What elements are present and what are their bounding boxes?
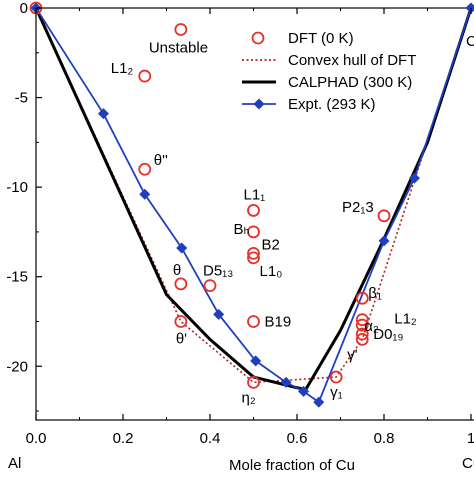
x-tick-label: 0.6 — [287, 430, 308, 447]
y-tick-label: -10 — [6, 179, 28, 196]
phase-label: Bₕ — [234, 221, 250, 238]
phase-label: θ'' — [154, 152, 168, 169]
x-left-end-label: Al — [8, 455, 21, 472]
x-tick-label: 1 — [467, 430, 474, 447]
legend-label: Expt. (293 K) — [288, 96, 376, 113]
legend-label: CALPHAD (300 K) — [288, 74, 412, 91]
y-tick-label: -15 — [6, 269, 28, 286]
dft-marker — [205, 280, 216, 291]
dft-marker — [175, 316, 186, 327]
legend-marker-expt-diamond — [254, 99, 265, 110]
expt-marker — [466, 3, 474, 14]
dft-marker — [248, 316, 259, 327]
expt-marker — [313, 397, 324, 408]
dft-marker — [139, 164, 150, 175]
legend-marker-dft — [253, 33, 264, 44]
y-tick-label: 0 — [20, 0, 28, 17]
phase-label: γ' — [347, 346, 358, 363]
phase-label: L1₂ — [111, 60, 134, 77]
phase-label: η₂ — [242, 389, 256, 406]
phase-label: D0₁₉ — [373, 326, 403, 343]
expt-marker — [139, 189, 150, 200]
dft-marker — [248, 205, 259, 216]
expt-marker — [176, 243, 187, 254]
right-edge-label: C — [466, 33, 474, 50]
dft-marker — [248, 226, 259, 237]
phase-label: P2₁3 — [342, 199, 374, 216]
phase-label: θ' — [176, 330, 187, 347]
legend: DFT (0 K) Convex hull of DFT CALPHAD (300 … — [242, 30, 416, 113]
expt-marker — [98, 108, 109, 119]
x-axis-label: Mole fraction of Cu — [229, 457, 355, 474]
dft-marker — [175, 24, 186, 35]
legend-label: Convex hull of DFT — [288, 52, 416, 69]
dft-marker — [379, 210, 390, 221]
phase-label: B2 — [262, 236, 280, 253]
phase-label: Unstable — [149, 39, 208, 56]
x-tick-label: 0.4 — [200, 430, 221, 447]
phase-label: L1₀ — [260, 263, 283, 280]
x-tick-label: 0.2 — [113, 430, 134, 447]
y-tick-label: -20 — [6, 358, 28, 375]
phase-label: B19 — [265, 313, 292, 330]
dft-marker — [139, 71, 150, 82]
phase-label: β₁ — [368, 285, 382, 302]
annotation-layer: Unstable L1₂ θ'' θ θ' D5₁₃ L1₁ Bₕ B2 L1₀ B19 η₂ γ₁ β₁… — [111, 39, 417, 406]
x-tick-label: 0.0 — [26, 430, 47, 447]
phase-label: L1₁ — [244, 186, 266, 203]
legend-label: DFT (0 K) — [288, 30, 354, 47]
dft-marker — [175, 278, 186, 289]
x-tick-label: 0.8 — [374, 430, 395, 447]
y-tick-label: -5 — [15, 90, 28, 107]
phase-label: θ — [173, 262, 181, 279]
phase-label: D5₁₃ — [203, 263, 233, 280]
x-right-end-label: Cu — [462, 455, 474, 472]
phase-label: γ₁ — [330, 384, 343, 401]
